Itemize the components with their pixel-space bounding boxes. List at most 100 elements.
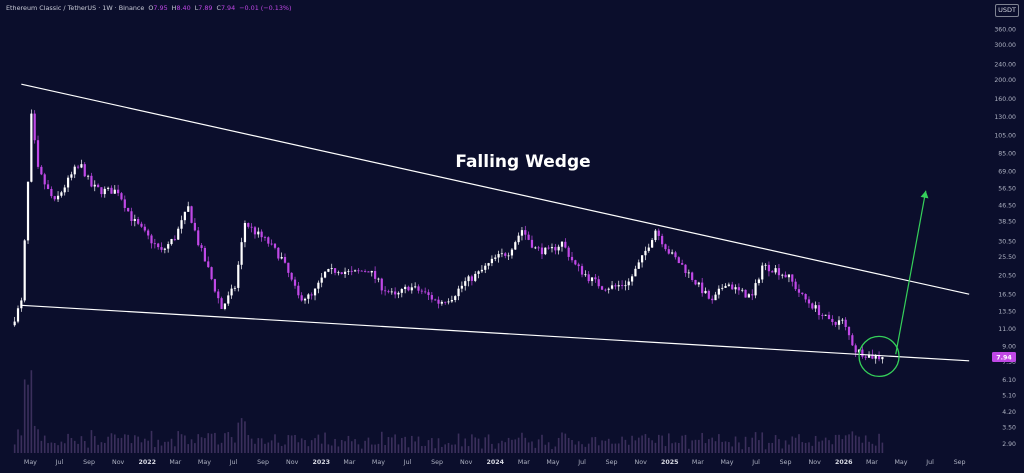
volume-bar [47,443,49,453]
candle-body [16,308,20,322]
candle-body [363,271,367,272]
candle-body [23,240,26,301]
candle-body [684,264,687,274]
candle-body [347,270,350,272]
symbol-title: Ethereum Classic / TetherUS · 1W · Binan… [6,4,145,12]
y-tick-label: 105.00 [994,132,1016,139]
volume-bar [778,439,780,453]
candle-body [407,286,410,291]
volume-bar [447,442,450,453]
candle-body [834,321,837,325]
volume-bar [417,436,420,453]
candle-body [43,174,46,185]
volume-bar [841,439,844,453]
volume-bar [457,433,460,453]
volume-bar [871,443,874,453]
volume-bar [517,437,520,453]
x-tick-label: 2024 [486,459,504,466]
candle-body [440,301,443,304]
volume-bar [514,439,517,453]
volume-bar [731,446,734,453]
volume-bar [604,440,607,453]
candle-body [671,252,674,254]
volume-bar [367,437,370,453]
volume-bar [601,440,603,453]
volume-bar [788,444,790,453]
volume-bar [644,434,647,453]
candle-body [273,243,277,248]
volume-bar [307,446,310,453]
candle-body [524,230,527,235]
volume-bar [214,432,216,453]
volume-bar [137,436,139,453]
x-tick-label: May [720,459,733,466]
candle-body [474,273,477,281]
candle-body [661,235,664,245]
candle-body [100,187,103,195]
candle-body [794,281,797,290]
candle-body [871,354,874,359]
candle-body [701,282,704,294]
candle-body [494,257,497,259]
candle-body [527,234,530,240]
candle-body [801,292,804,294]
volume-bar [344,441,346,453]
volume-bar [264,443,266,453]
volume-bar [97,444,99,453]
candle-body [804,293,807,300]
y-tick-label: 5.10 [1002,392,1016,399]
candle-body [217,291,220,299]
volume-bar [557,437,560,453]
candle-body [540,247,544,255]
candle-body [46,184,50,189]
volume-bar [738,442,740,453]
volume-bar [681,435,683,453]
candle-body [293,279,297,286]
volume-bar [284,444,286,453]
candle-body [537,247,540,249]
y-tick-label: 7.50 [1002,359,1016,366]
candle-body [614,285,617,287]
candle-body [267,237,270,244]
candle-body [857,349,861,353]
volume-bar [254,443,256,453]
candle-body [33,113,36,141]
candle-body [751,294,754,296]
volume-bar [477,438,480,453]
candle-body [90,175,93,187]
volume-bar [377,443,380,453]
candle-body [504,253,507,256]
candle-body [80,164,83,168]
candle-body [337,272,340,274]
y-tick-label: 240.00 [994,61,1016,68]
candle-body [774,268,777,273]
currency-button[interactable]: USDT [995,4,1019,17]
candle-body [731,284,734,290]
candle-body [183,211,186,221]
candle-body [854,345,857,353]
volume-bar [678,442,680,453]
candle-body [210,267,213,280]
x-tick-label: Sep [954,459,966,466]
candle-body [83,164,86,177]
volume-bar [451,444,453,453]
x-tick-label: Jul [925,459,934,466]
candle-body [137,219,140,224]
price-axis-bg [986,0,1024,469]
volume-bar [130,443,133,453]
candle-body [300,295,303,301]
volume-bar [150,430,153,453]
volume-bar [838,434,840,453]
y-tick-label: 3.50 [1002,425,1016,432]
candle-body [811,303,814,309]
candle-body [360,270,363,272]
candle-body [604,289,607,291]
candle-body [350,270,353,272]
volume-bar [50,442,53,453]
volume-bar [427,440,430,453]
candle-body [447,301,450,303]
candle-body [60,192,63,196]
x-tick-label: 2025 [661,459,679,466]
